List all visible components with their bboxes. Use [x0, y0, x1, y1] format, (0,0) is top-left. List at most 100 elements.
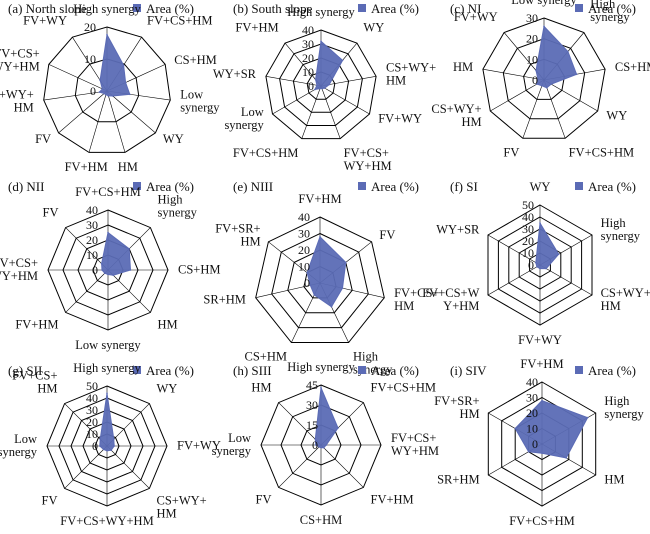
series-area [99, 393, 115, 452]
data-point [99, 438, 101, 441]
radar-panel-5: (e) NIII Area (%) 0 10 20 30 40 FV+HM FV FV+CS+ HM… [203, 179, 439, 377]
data-point [543, 25, 545, 28]
data-point [316, 84, 318, 87]
data-point [323, 447, 325, 449]
legend-swatch [575, 4, 583, 12]
category-label: FV+CS+HM [371, 381, 437, 395]
axis-spoke [265, 76, 322, 87]
tick-label: 50 [86, 379, 98, 393]
data-point [565, 457, 567, 459]
data-point [319, 236, 321, 238]
category-label: Low synergy [180, 88, 220, 115]
grid-ring [74, 58, 140, 123]
data-point [586, 416, 589, 419]
category-label: CS+HM [300, 513, 342, 527]
axis-spoke [490, 79, 545, 112]
category-label: CS+WY+HM [386, 61, 436, 88]
axis-spoke [284, 42, 322, 87]
category-label: High synergy [73, 2, 141, 16]
category-label: HM [604, 473, 624, 487]
grid-ring [271, 232, 369, 329]
data-point [535, 69, 537, 72]
data-point [320, 40, 322, 42]
data-point [537, 78, 539, 80]
category-label: FV+WY [518, 333, 562, 347]
tick-label: 30 [298, 227, 310, 241]
category-label: WY [157, 382, 178, 396]
data-point [575, 73, 578, 76]
legend-label: Area (%) [146, 1, 194, 16]
axis-spoke [106, 90, 126, 153]
panel-title: (c) NI [450, 1, 481, 16]
axis-spoke [487, 264, 541, 296]
category-label: FV+HM [520, 357, 563, 371]
category-label: FV+HM [65, 160, 108, 174]
tick-label: 20 [86, 415, 98, 429]
tick-label: 0 [304, 276, 310, 290]
tick-label: 30 [302, 37, 314, 51]
tick-label: 0 [92, 263, 98, 277]
axis-spoke [320, 85, 370, 115]
category-label: Low synergy [224, 105, 264, 132]
axis-spoke [65, 269, 109, 313]
data-point [341, 59, 344, 62]
category-label: WY+SR [436, 223, 480, 237]
category-label: HM [453, 60, 473, 74]
category-label: CS+HM [615, 60, 650, 74]
legend-swatch [358, 4, 366, 12]
tick-label: 30 [306, 398, 318, 412]
legend-swatch [358, 182, 366, 190]
data-point [545, 267, 547, 270]
category-label: WY [530, 180, 551, 194]
data-point [124, 81, 127, 84]
tick-label: 20 [526, 32, 538, 46]
tick-label: 50 [522, 198, 534, 212]
data-point [104, 272, 106, 275]
tick-label: 40 [302, 23, 314, 37]
data-point [101, 269, 103, 271]
data-point [99, 445, 101, 447]
data-point [320, 446, 322, 449]
tick-label: 30 [86, 403, 98, 417]
category-label: FV+WY [177, 439, 221, 453]
category-label: SR+HM [203, 292, 245, 306]
data-point [106, 392, 108, 395]
legend-swatch [575, 182, 583, 190]
category-label: FV+CS+WY+HM [0, 256, 38, 283]
category-label: Low synergy [0, 432, 38, 459]
panel-title: (d) NII [8, 179, 44, 194]
axis-spoke [522, 79, 545, 139]
panel-title: (h) SIII [233, 363, 272, 378]
data-point [541, 85, 543, 87]
axis-spoke [301, 85, 322, 139]
data-point [314, 78, 317, 81]
category-label: FV+CS+WY+HM [391, 431, 439, 458]
category-label: High synergy [287, 5, 355, 19]
axis-spoke [107, 269, 151, 313]
tick-label: 40 [298, 210, 310, 224]
category-label: FV+CS+HM [509, 514, 575, 528]
grid-ring [287, 249, 353, 314]
grid-ring [502, 38, 586, 120]
tick-label: 15 [306, 418, 318, 432]
grid-ring [482, 17, 606, 139]
tick-label: 0 [532, 73, 538, 87]
data-point [514, 427, 516, 430]
data-point [319, 87, 321, 90]
data-point [309, 284, 312, 287]
data-point [337, 427, 339, 429]
tick-label: 30 [86, 218, 98, 232]
category-label: High synergy [590, 0, 630, 24]
tick-label: 10 [84, 52, 96, 66]
tick-label: 40 [526, 375, 538, 389]
category-label: FV+CS+HM [569, 146, 635, 160]
data-point [539, 267, 541, 270]
category-label: CS+WY+HM [0, 88, 34, 115]
data-point [98, 91, 101, 93]
category-label: FV [35, 132, 51, 146]
tick-label: 10 [526, 422, 538, 436]
data-point [129, 269, 132, 271]
